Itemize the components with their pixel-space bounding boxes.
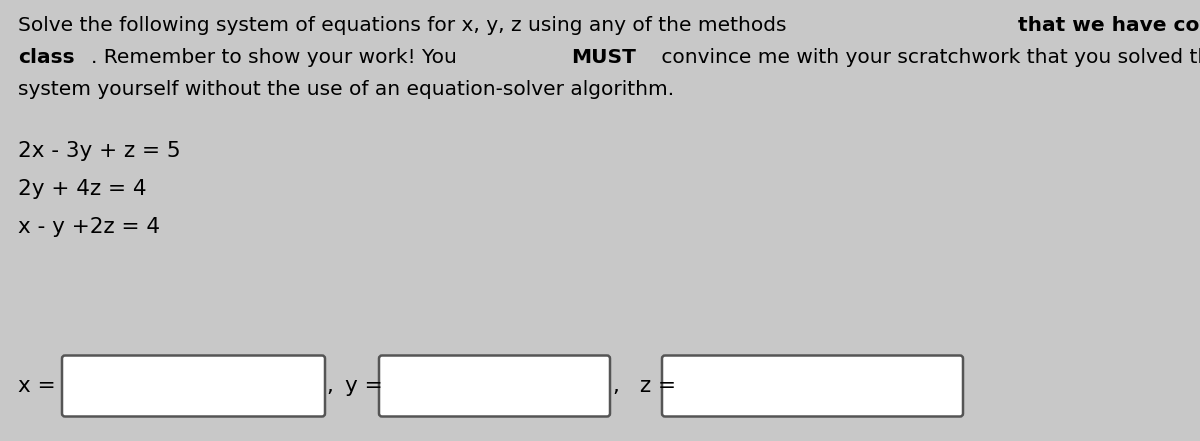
Text: x - y +2z = 4: x - y +2z = 4 [18, 217, 160, 237]
Text: y =: y = [346, 376, 383, 396]
Text: 2x - 3y + z = 5: 2x - 3y + z = 5 [18, 141, 181, 161]
Text: class: class [18, 48, 74, 67]
Text: ,: , [612, 376, 619, 396]
FancyBboxPatch shape [62, 355, 325, 416]
Text: Solve the following system of equations for x, y, z using any of the methods: Solve the following system of equations … [18, 16, 793, 35]
FancyBboxPatch shape [379, 355, 610, 416]
Text: convince me with your scratchwork that you solved this: convince me with your scratchwork that y… [655, 48, 1200, 67]
Text: x =: x = [18, 376, 55, 396]
Text: system yourself without the use of an equation-solver algorithm.: system yourself without the use of an eq… [18, 80, 674, 99]
Text: z =: z = [640, 376, 676, 396]
Text: . Remember to show your work! You: . Remember to show your work! You [91, 48, 463, 67]
Text: 2y + 4z = 4: 2y + 4z = 4 [18, 179, 146, 199]
FancyBboxPatch shape [662, 355, 964, 416]
Text: that we have covered in: that we have covered in [1018, 16, 1200, 35]
Text: MUST: MUST [571, 48, 636, 67]
Text: ,: , [326, 376, 332, 396]
